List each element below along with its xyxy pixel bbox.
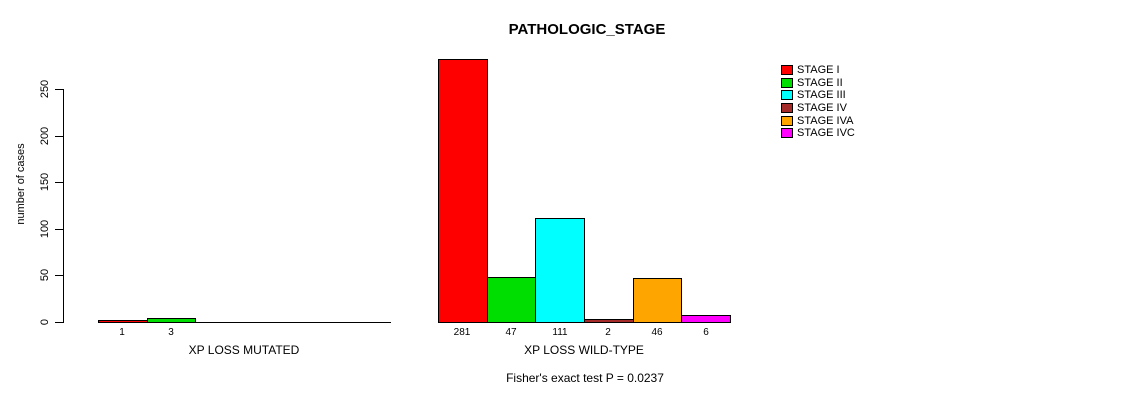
legend-item: STAGE IVA	[781, 114, 855, 127]
bar	[293, 322, 342, 323]
y-axis-label: number of cases	[15, 143, 27, 225]
bar-value-label: 111	[552, 327, 568, 338]
legend-item: STAGE III	[781, 89, 855, 102]
bar-value-label: 3	[168, 327, 174, 338]
group-label: XP LOSS MUTATED	[188, 343, 300, 357]
legend-label: STAGE III	[797, 89, 846, 102]
bar-value-label: 6	[703, 327, 709, 338]
y-tick-label: 200	[39, 126, 51, 146]
legend-label: STAGE IVC	[797, 127, 855, 140]
y-tick	[55, 89, 63, 90]
bar	[584, 319, 634, 323]
bar-value-label: 2	[605, 327, 611, 338]
bar	[341, 322, 391, 323]
group-label: XP LOSS WILD-TYPE	[524, 343, 644, 357]
y-tick-label: 100	[39, 219, 51, 239]
bar	[438, 59, 488, 323]
y-tick-label: 250	[39, 79, 51, 99]
bar-value-label: 46	[651, 327, 663, 338]
legend-swatch	[781, 65, 793, 76]
legend-label: STAGE IVA	[797, 114, 854, 127]
bar	[244, 322, 294, 323]
legend-label: STAGE I	[797, 64, 840, 77]
legend-swatch	[781, 90, 793, 101]
legend-item: STAGE II	[781, 77, 855, 90]
fisher-test-annotation: Fisher's exact test P = 0.0237	[506, 371, 664, 385]
y-tick-label: 50	[39, 268, 51, 282]
y-tick-label: 150	[39, 172, 51, 192]
y-tick	[55, 136, 63, 137]
bar	[633, 278, 682, 323]
bar	[98, 320, 148, 323]
legend-item: STAGE I	[781, 64, 855, 77]
bar-value-label: 47	[505, 327, 517, 338]
y-tick	[55, 229, 63, 230]
chart-title: PATHOLOGIC_STAGE	[508, 21, 666, 38]
legend-swatch	[781, 77, 793, 88]
bar	[487, 277, 536, 323]
y-axis-line	[63, 89, 64, 323]
y-tick-label: 0	[39, 318, 51, 326]
legend: STAGE I STAGE II STAGE III STAGE IV STAGE IV…	[781, 64, 855, 140]
legend-label: STAGE II	[797, 76, 843, 89]
y-tick	[55, 182, 63, 183]
bar	[195, 322, 245, 323]
legend-item: STAGE IVC	[781, 127, 855, 140]
legend-swatch	[781, 128, 793, 139]
legend-swatch	[781, 103, 793, 114]
legend-swatch	[781, 115, 793, 126]
bar	[681, 315, 731, 323]
bar	[147, 318, 196, 323]
bar-value-label: 1	[119, 327, 125, 338]
legend-label: STAGE IV	[797, 102, 847, 115]
y-tick	[55, 275, 63, 276]
legend-item: STAGE IV	[781, 102, 855, 115]
bar	[535, 218, 585, 323]
y-tick	[55, 322, 63, 323]
bar-value-label: 281	[453, 327, 471, 338]
